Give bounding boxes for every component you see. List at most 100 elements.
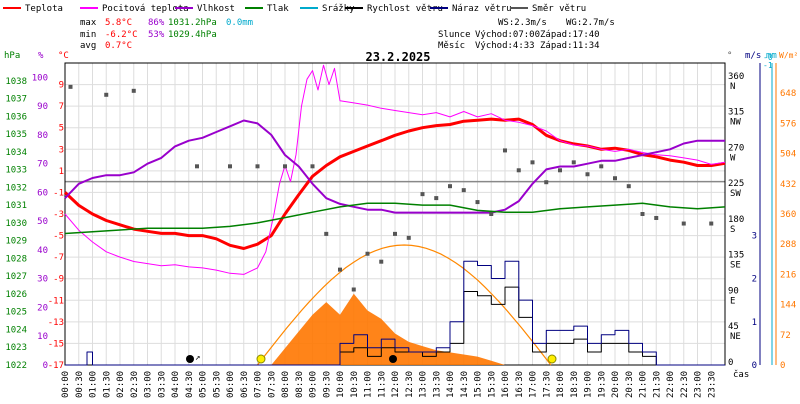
moonrise-marker <box>186 355 194 363</box>
stats-avg-label: avg <box>80 41 96 51</box>
series-point-wind-dir <box>709 221 714 226</box>
axis-tick-wm: 72 <box>780 331 791 341</box>
axis-tick-ms: 0 <box>752 361 757 371</box>
sun-label: Slunce <box>438 30 471 40</box>
axis-compass-label: SW <box>730 189 741 199</box>
series-point-wind-dir <box>461 188 466 193</box>
series-line-n-raz-v-tru <box>65 260 725 366</box>
series-point-wind-dir <box>681 221 686 226</box>
series-point-wind-dir <box>503 148 507 153</box>
axes-layer: 1022102310241025102610271028102910301031… <box>5 53 796 398</box>
axis-tick-time: 16:30 <box>515 371 525 398</box>
axis-tick-hpa: 1031 <box>5 201 27 211</box>
axis-tick-c: -3 <box>53 210 64 220</box>
axis-tick-c: -15 <box>48 339 64 349</box>
axis-tick-hpa: 1035 <box>5 130 27 140</box>
series-point-wind-dir <box>544 180 549 185</box>
axis-tick-c: -1 <box>53 188 64 198</box>
series-line-vlhkost <box>64 119 725 214</box>
axis-tick-time: 18:00 <box>556 371 566 398</box>
series-point-wind-dir <box>255 164 260 169</box>
stats-max-press: 1031.2hPa <box>168 18 217 28</box>
series-point-wind-dir <box>571 160 576 165</box>
axis-tick-time: 10:30 <box>350 371 360 398</box>
axis-tick-hpa: 1028 <box>5 254 27 264</box>
axis-tick-c: -7 <box>53 253 64 263</box>
axis-compass-label: E <box>730 296 735 306</box>
axis-tick-time: 09:00 <box>309 371 319 398</box>
stats-block: max 5.8°C 86% 1031.2hPa 0.0mm min -6.2°C… <box>80 18 615 51</box>
series-point-wind-dir <box>351 287 356 292</box>
legend-label-hum: Vlhkost <box>197 4 235 14</box>
moonset-marker <box>389 355 397 363</box>
axis-tick-wm: 432 <box>780 180 796 190</box>
axis-tick-mm: -1 <box>763 61 773 70</box>
axis-tick-pct: 40 <box>37 246 48 256</box>
series-point-wind-dir <box>599 164 604 169</box>
series-line-tlak <box>64 202 726 235</box>
series-point-wind-dir <box>68 84 73 89</box>
axis-tick-deg: 135 <box>728 251 744 261</box>
axis-tick-deg: 180 <box>728 215 744 225</box>
axis-tick-time: 15:00 <box>474 371 484 398</box>
moon-rise: Východ:4:33 <box>475 41 535 51</box>
axis-tick-pct: 80 <box>37 131 48 141</box>
axis-tick-deg: 360 <box>728 72 744 82</box>
axis-tick-time: 09:30 <box>322 371 332 398</box>
axis-tick-pct: 0 <box>43 361 48 371</box>
axis-tick-hpa: 1036 <box>5 112 27 122</box>
legend-label-press: Tlak <box>267 4 289 14</box>
axis-tick-hpa: 1038 <box>5 77 27 87</box>
axis-tick-time: 01:00 <box>89 371 99 398</box>
series-point-wind-dir <box>406 235 411 240</box>
axis-tick-time: 18:30 <box>570 371 580 398</box>
axis-tick-time: 23:00 <box>694 371 704 398</box>
axis-tick-time: 12:00 <box>391 371 401 398</box>
axis-tick-deg: 45 <box>728 322 739 332</box>
axis-compass-label: N <box>730 82 735 92</box>
axis-tick-time: 04:30 <box>185 371 195 398</box>
axis-tick-hpa: 1024 <box>5 325 27 335</box>
unit-deg: ° <box>727 51 732 61</box>
axis-tick-time: 03:30 <box>157 371 167 398</box>
axis-tick-time: 17:00 <box>529 371 539 398</box>
axis-compass-label: S <box>730 225 735 235</box>
axis-tick-hpa: 1032 <box>5 183 27 193</box>
unit-wm: W/m² <box>779 51 798 60</box>
moon-set: Západ:11:34 <box>540 41 600 51</box>
axis-tick-hpa: 1025 <box>5 308 27 318</box>
axis-tick-time: 01:30 <box>102 371 112 398</box>
series-point-wind-dir <box>310 164 315 169</box>
markers-layer: ↗ <box>186 353 557 364</box>
axis-tick-time: 14:30 <box>460 371 470 398</box>
axis-tick-time: 21:30 <box>652 371 662 398</box>
axis-tick-pct: 100 <box>32 73 48 83</box>
series-point-wind-dir <box>104 92 109 97</box>
axis-tick-time: 17:30 <box>542 371 552 398</box>
axis-tick-hpa: 1029 <box>5 237 27 247</box>
axis-tick-c: -13 <box>48 318 64 328</box>
series-point-wind-dir <box>283 164 287 169</box>
series-point-wind-dir <box>420 192 425 197</box>
axis-tick-time: 14:00 <box>446 371 456 398</box>
legend-label-dir: Směr větru <box>532 4 586 14</box>
axis-compass-label: NW <box>730 118 741 128</box>
stats-min-hum: 53% <box>148 30 165 40</box>
wind-ws: WS:2.3m/s <box>498 18 547 28</box>
axis-tick-time: 13:00 <box>419 371 429 398</box>
axis-tick-wm: 0 <box>780 361 785 371</box>
axis-tick-time: 02:00 <box>116 371 126 398</box>
axis-tick-deg: 90 <box>728 286 739 296</box>
axis-tick-ms: 1 <box>752 318 757 328</box>
series-point-wind-dir <box>131 88 136 93</box>
axis-tick-time: 06:30 <box>240 371 250 398</box>
stats-avg-temp: 0.7°C <box>105 41 132 51</box>
axis-tick-wm: 504 <box>780 150 796 160</box>
axis-tick-time: 05:30 <box>212 371 222 398</box>
axis-tick-time: 12:30 <box>405 371 415 398</box>
axis-tick-c: -11 <box>48 296 64 306</box>
axis-tick-deg: 225 <box>728 179 744 189</box>
axis-tick-time: 20:30 <box>625 371 635 398</box>
time-axis-label: čas <box>733 369 749 380</box>
